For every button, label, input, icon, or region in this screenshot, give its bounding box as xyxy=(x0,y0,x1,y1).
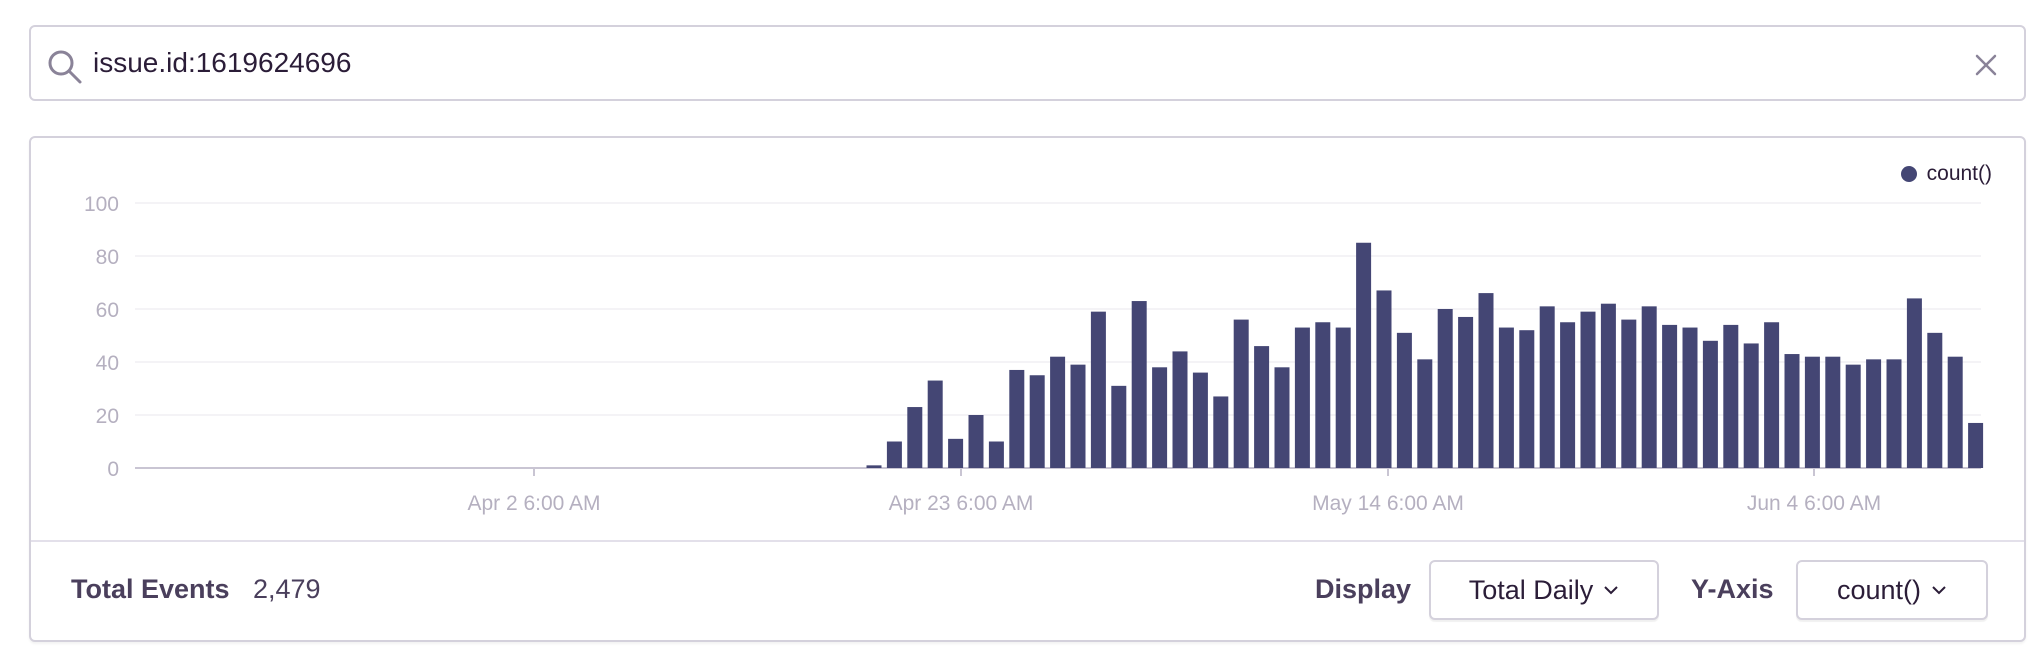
yaxis-dropdown[interactable]: count() xyxy=(1796,560,1988,620)
bar xyxy=(1172,351,1188,468)
bar xyxy=(1804,356,1820,468)
search-icon xyxy=(48,50,82,84)
yaxis-label: Y-Axis xyxy=(1691,574,1774,604)
bar xyxy=(1376,290,1392,468)
legend-label: count() xyxy=(1926,162,1992,185)
chart-legend: count() xyxy=(1900,162,1992,186)
events-chart: 0 20 40 60 80 100 Apr 2 6:00 AM Apr 23 6:00 AM M… xyxy=(84,193,1984,515)
y-tick-label: 0 xyxy=(107,458,119,481)
bar xyxy=(1274,367,1290,468)
bar xyxy=(907,407,923,468)
yaxis-dropdown-value: count() xyxy=(1836,574,1922,605)
bar xyxy=(1600,303,1616,468)
chevron-down-icon xyxy=(1604,586,1618,595)
bar xyxy=(1478,293,1494,468)
bar xyxy=(1090,311,1106,468)
y-tick-label: 40 xyxy=(96,352,119,375)
bar xyxy=(1866,359,1882,468)
bar xyxy=(1947,356,1963,468)
bar xyxy=(988,441,1004,468)
bar xyxy=(1886,359,1902,468)
bar xyxy=(1764,322,1780,468)
display-dropdown[interactable]: Total Daily xyxy=(1429,560,1659,620)
total-events-label: Total Events xyxy=(71,574,230,604)
bar xyxy=(1315,322,1331,468)
bar xyxy=(1009,369,1025,468)
bar xyxy=(1784,354,1800,468)
bar xyxy=(1254,346,1270,468)
x-tick-label: May 14 6:00 AM xyxy=(1312,492,1464,515)
bar xyxy=(1396,332,1412,468)
bar xyxy=(1213,396,1229,468)
bar xyxy=(1417,359,1433,468)
search-bar[interactable] xyxy=(29,25,2026,101)
chart-footer: Total Events 2,479 Display Total Daily Y… xyxy=(31,540,2024,640)
x-tick-label: Apr 23 6:00 AM xyxy=(889,492,1034,515)
x-tick-label: Jun 4 6:00 AM xyxy=(1747,492,1881,515)
bar xyxy=(886,441,902,468)
x-tick-label: Apr 2 6:00 AM xyxy=(467,492,600,515)
bar xyxy=(1111,385,1127,468)
bar xyxy=(1192,372,1208,468)
bar xyxy=(1335,327,1351,468)
chevron-down-icon xyxy=(1932,586,1946,595)
bar xyxy=(1070,364,1086,468)
legend-dot-icon xyxy=(1900,166,1917,182)
bar xyxy=(1662,324,1678,468)
bar xyxy=(1621,319,1637,468)
bar xyxy=(1131,301,1147,468)
bar xyxy=(866,465,882,468)
bar xyxy=(1723,324,1739,468)
search-input[interactable] xyxy=(93,41,1933,85)
display-dropdown-value: Total Daily xyxy=(1468,574,1594,605)
bar xyxy=(1927,332,1943,468)
display-label: Display xyxy=(1315,574,1412,604)
bar xyxy=(1845,364,1861,468)
bar xyxy=(948,438,964,468)
y-tick-label: 100 xyxy=(84,193,119,216)
total-events-value: 2,479 xyxy=(253,574,321,604)
bar xyxy=(1641,306,1657,468)
y-tick-label: 60 xyxy=(96,299,119,322)
bar xyxy=(1356,242,1372,468)
bar xyxy=(1029,375,1045,468)
bar xyxy=(1050,356,1066,468)
chart-panel: 0 20 40 60 80 100 Apr 2 6:00 AM Apr 23 6:00 AM M… xyxy=(29,136,2026,642)
bar xyxy=(1437,309,1453,468)
bar xyxy=(968,415,984,468)
close-icon[interactable] xyxy=(1968,47,2004,83)
bar xyxy=(1580,311,1596,468)
bar xyxy=(1968,422,1984,468)
y-tick-label: 20 xyxy=(96,405,119,428)
bar xyxy=(1294,327,1310,468)
y-tick-label: 80 xyxy=(96,246,119,269)
bar xyxy=(1560,322,1576,468)
bar xyxy=(1152,367,1168,468)
bar xyxy=(1702,340,1718,468)
bar xyxy=(1743,343,1759,468)
bar xyxy=(1682,327,1698,468)
bar xyxy=(1458,316,1474,468)
bar xyxy=(1519,330,1535,468)
bar xyxy=(1539,306,1555,468)
bar xyxy=(927,380,943,468)
bar xyxy=(1233,319,1249,468)
bar xyxy=(1498,327,1514,468)
bar xyxy=(1825,356,1841,468)
bar xyxy=(1906,298,1922,468)
